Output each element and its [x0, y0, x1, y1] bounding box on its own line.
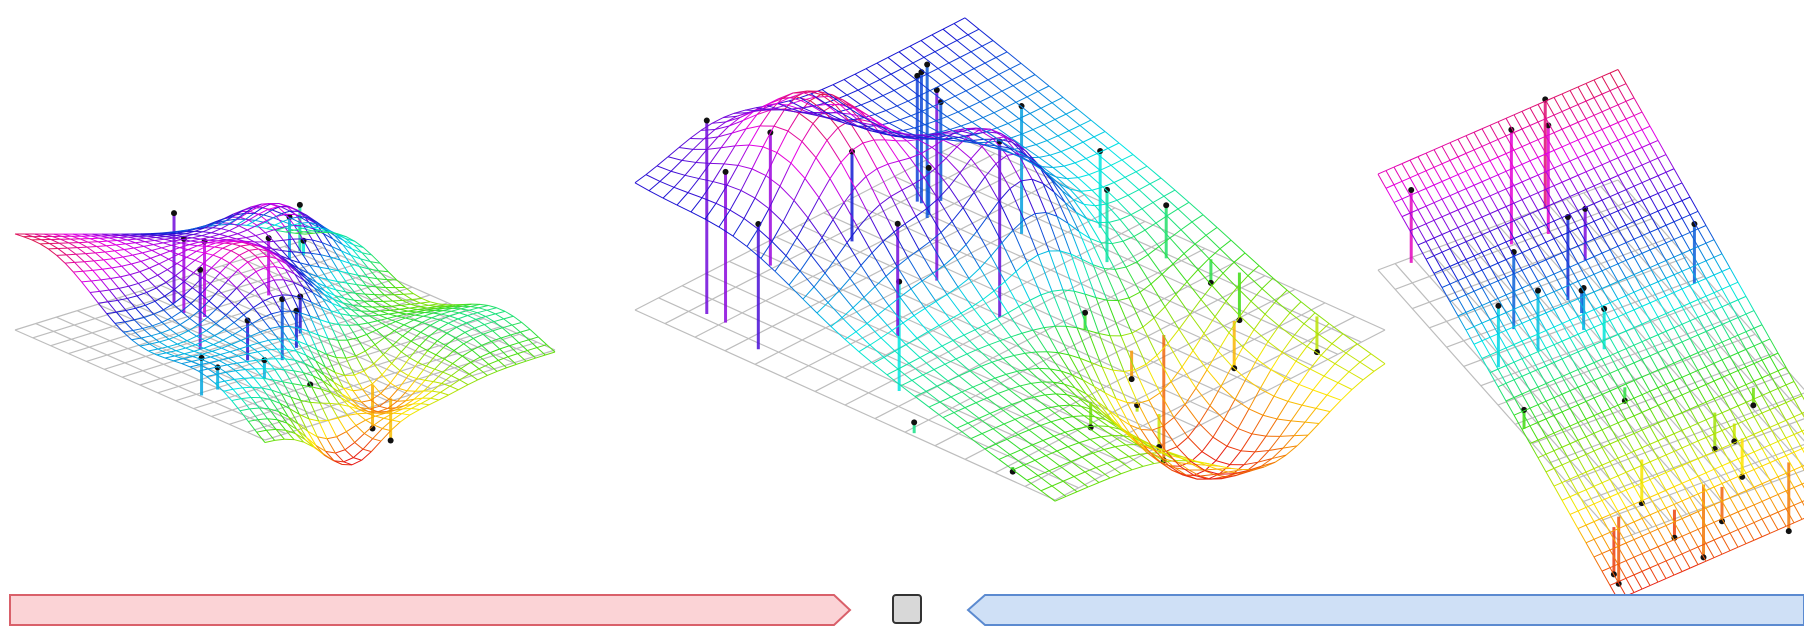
- sample-point: [1535, 287, 1542, 294]
- sample-point: [387, 437, 394, 444]
- sample-point: [1009, 468, 1016, 475]
- sample-point: [911, 419, 918, 426]
- surface-plot-left: [14, 201, 556, 466]
- sample-point: [1128, 376, 1135, 383]
- sample-point: [924, 61, 931, 68]
- sample-point: [1082, 309, 1089, 316]
- sample-point: [1578, 287, 1585, 294]
- sample-point: [1103, 186, 1110, 193]
- sample-point: [1207, 279, 1214, 286]
- sample-point: [722, 168, 729, 175]
- sample-point: [265, 235, 272, 242]
- sample-point: [244, 317, 251, 324]
- surface-mesh: [1377, 69, 1804, 600]
- sample-point: [1163, 202, 1170, 209]
- sample-point: [1785, 528, 1792, 535]
- sample-point: [197, 266, 204, 273]
- checkbox-square-icon: [892, 594, 922, 624]
- sample-point: [914, 72, 921, 79]
- sample-point: [1750, 402, 1757, 409]
- floor-grid: [14, 239, 556, 441]
- sample-point: [1495, 302, 1502, 309]
- surface-mesh: [14, 202, 556, 466]
- surface-plot-center: [634, 17, 1386, 502]
- surface-plot-right: [1377, 69, 1804, 600]
- sample-point: [703, 117, 710, 124]
- sample-point: [894, 220, 901, 227]
- surface-mesh: [634, 17, 1386, 502]
- sample-point: [925, 164, 932, 171]
- sample-point: [1731, 438, 1738, 445]
- sample-point: [171, 210, 178, 217]
- left-arrow-banner: [9, 594, 852, 626]
- sample-point: [1545, 122, 1552, 129]
- sample-point: [296, 201, 303, 208]
- sample-point: [1408, 187, 1415, 194]
- right-arrow-banner: [966, 594, 1804, 626]
